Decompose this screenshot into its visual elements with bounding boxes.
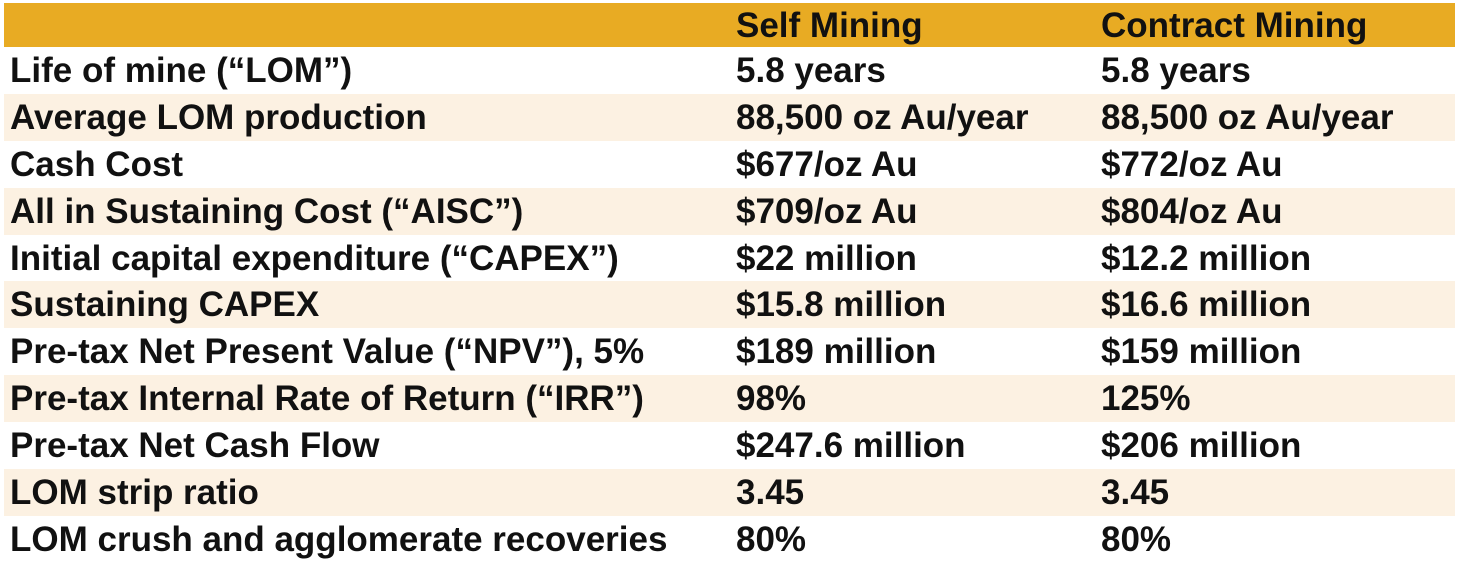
self-mining-value: 3.45 — [736, 472, 805, 512]
table-row: LOM strip ratio 3.45 3.45 — [4, 469, 1455, 516]
row-label: LOM crush and agglomerate recoveries — [10, 519, 668, 559]
contract-mining-value: $159 million — [1101, 332, 1302, 372]
self-mining-value: $247.6 million — [736, 426, 966, 466]
table-header-row: Self Mining Contract Mining — [4, 3, 1455, 47]
self-mining-value: 5.8 years — [736, 50, 886, 90]
row-label: Pre-tax Internal Rate of Return (“IRR”) — [10, 379, 644, 419]
self-mining-value: 98% — [736, 379, 807, 419]
contract-mining-value: $12.2 million — [1101, 238, 1312, 278]
mining-comparison-table: Self Mining Contract Mining Life of mine… — [4, 3, 1455, 563]
table-row: Sustaining CAPEX $15.8 million $16.6 mil… — [4, 281, 1455, 329]
contract-mining-value: 5.8 years — [1101, 50, 1251, 90]
table-row: Pre-tax Net Present Value (“NPV”), 5% $1… — [4, 328, 1455, 375]
self-mining-value: 80% — [736, 519, 807, 559]
self-mining-value: $22 million — [736, 238, 917, 278]
contract-mining-value: 3.45 — [1101, 472, 1170, 512]
self-mining-value: $709/oz Au — [736, 191, 918, 231]
self-mining-value: $677/oz Au — [736, 144, 918, 184]
row-label: Pre-tax Net Cash Flow — [10, 426, 380, 466]
row-label: Pre-tax Net Present Value (“NPV”), 5% — [10, 332, 645, 372]
table-row: Life of mine (“LOM”) 5.8 years 5.8 years — [4, 47, 1455, 94]
header-cell-self-mining: Self Mining — [736, 5, 923, 45]
row-label: Initial capital expenditure (“CAPEX”) — [10, 238, 619, 278]
row-label: Average LOM production — [10, 97, 427, 137]
contract-mining-value: $804/oz Au — [1101, 191, 1283, 231]
row-label: Sustaining CAPEX — [10, 285, 320, 325]
table-row: Initial capital expenditure (“CAPEX”) $2… — [4, 235, 1455, 282]
contract-mining-value: $772/oz Au — [1101, 144, 1283, 184]
contract-mining-value: $206 million — [1101, 426, 1302, 466]
self-mining-value: $15.8 million — [736, 285, 947, 325]
table-row: LOM crush and agglomerate recoveries 80%… — [4, 516, 1455, 563]
self-mining-value: $189 million — [736, 332, 937, 372]
contract-mining-value: 125% — [1101, 379, 1191, 419]
header-cell-contract-mining: Contract Mining — [1101, 5, 1368, 45]
row-label: LOM strip ratio — [10, 472, 259, 512]
table-row: Pre-tax Internal Rate of Return (“IRR”) … — [4, 375, 1455, 423]
row-label: All in Sustaining Cost (“AISC”) — [10, 191, 524, 231]
contract-mining-value: $16.6 million — [1101, 285, 1312, 325]
contract-mining-value: 80% — [1101, 519, 1172, 559]
contract-mining-value: 88,500 oz Au/year — [1101, 97, 1394, 137]
table-row: Pre-tax Net Cash Flow $247.6 million $20… — [4, 422, 1455, 469]
table-row: Cash Cost $677/oz Au $772/oz Au — [4, 141, 1455, 188]
table-row: Average LOM production 88,500 oz Au/year… — [4, 93, 1455, 141]
row-label: Cash Cost — [10, 144, 184, 184]
row-label: Life of mine (“LOM”) — [10, 50, 353, 90]
table-row: All in Sustaining Cost (“AISC”) $709/oz … — [4, 187, 1455, 235]
self-mining-value: 88,500 oz Au/year — [736, 97, 1029, 137]
